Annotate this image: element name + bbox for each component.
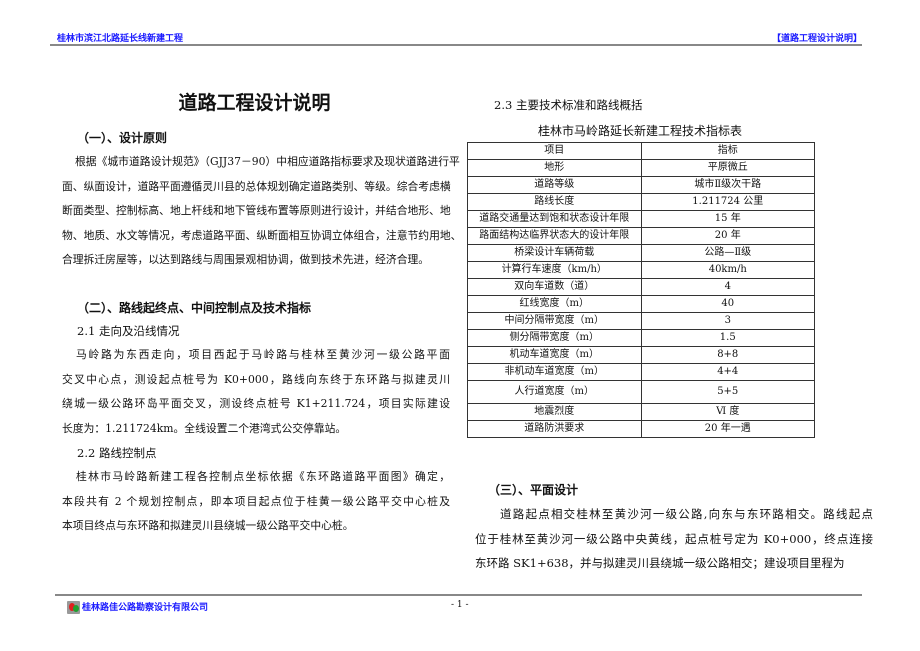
page-number: - 1 - [451,600,469,610]
header-section: 【道路工程设计说明】 [771,34,862,44]
table-row: 机动车道宽度（m） 8+8 [467,346,815,364]
table-row: 路线长度 1.211724 公里 [467,193,815,211]
table-row: 红线宽度（m） 40 [467,295,815,313]
item-cell: 双向车道数（道） [467,278,642,296]
item-cell: 中间分隔带宽度（m） [467,312,642,330]
item-cell: 计算行车速度（km/h） [467,261,642,279]
text-line: 位于桂林至黄沙河一级公路中央黄线，起点桩号定为 K0+000，终点连接 [475,531,873,546]
table-row: 道路等级 城市Ⅱ级次干路 [467,176,815,194]
item-cell: 路面结构达临界状态大的设计年限 [467,227,642,245]
section-3-heading: （三）、平面设计 [488,483,579,497]
item-cell: 桥梁设计车辆荷载 [467,244,642,262]
footer-company: 桂林路佳公路勘察设计有限公司 [82,603,209,613]
section-1-heading: （一）、设计原则 [77,131,168,145]
table-row: 桥梁设计车辆荷载 公路—Ⅱ级 [467,244,815,262]
item-cell: 项目 [467,142,642,160]
value-cell: 城市Ⅱ级次干路 [640,176,815,194]
value-cell: 8+8 [640,346,815,364]
value-cell: 20 年一遇 [640,420,815,438]
header-project: 桂林市滨江北路延长线新建工程 [57,34,184,44]
table-row: 侧分隔带宽度（m） 1.5 [467,329,815,347]
value-cell: 4+4 [640,363,815,381]
section-2-1-heading: 2.1 走向及沿线情况 [77,324,180,338]
text-line: 东环路 SK1+638，并与拟建灵川县绕城一级公路相交；建设项目里程为 [475,556,845,571]
section-2-2-heading: 2.2 路线控制点 [77,446,157,460]
value-cell: 4 [640,278,815,296]
item-cell: 侧分隔带宽度（m） [467,329,642,347]
item-cell: 机动车道宽度（m） [467,346,642,364]
header-rule [50,44,862,46]
text-line: 本段共有 2 个规划控制点，即本项目起点位于桂黄一级公路平交中心桩及 [62,494,450,508]
text-line: 根据《城市道路设计规范》（GJJ37－90）中相应道路指标要求及现状道路进行平 [75,155,460,168]
table-row: 道路防洪要求 20 年一遇 [467,420,815,438]
table-row: 地震烈度 Ⅵ 度 [467,403,815,421]
item-cell: 路线长度 [467,193,642,211]
value-cell: Ⅵ 度 [640,403,815,421]
table-row: 地形 平原微丘 [467,159,815,177]
item-cell: 道路防洪要求 [467,420,642,438]
text-line: 物、地质、水文等情况，考虑道路平面、纵断面相互协调立体组合，注意节约用地、 [62,228,462,242]
value-cell: 平原微丘 [640,159,815,177]
value-cell: 3 [640,312,815,330]
value-cell: 公路—Ⅱ级 [640,244,815,262]
item-cell: 地震烈度 [467,403,642,421]
table-header-row: 项目 指标 [467,142,815,160]
section-2-heading: （二）、路线起终点、中间控制点及技术指标 [77,301,312,315]
table-row: 道路交通量达到饱和状态设计年限 15 年 [467,210,815,228]
table-title: 桂林市马岭路延长新建工程技术指标表 [538,124,743,138]
value-cell: 40km/h [640,261,815,279]
item-cell: 红线宽度（m） [467,295,642,313]
value-cell: 5+5 [640,380,815,404]
text-line: 桂林市马岭路新建工程各控制点坐标依据《东环路道路平面图》确定， [76,470,450,483]
text-line: 本项目终点与东环路和拟建灵川县绕城一级公路平交中心桩。 [62,519,354,533]
item-cell: 道路等级 [467,176,642,194]
item-cell: 非机动车道宽度（m） [467,363,642,381]
text-line: 交叉中心点，测设起点桩号为 K0+000，路线向东终于东环路与拟建灵川 [62,372,450,386]
table-row: 计算行车速度（km/h） 40km/h [467,261,815,279]
text-line: 长度为：1.211724km。全线设置二个港湾式公交停靠站。 [62,421,347,435]
text-line: 道路起点相交桂林至黄沙河一级公路,向东与东环路相交。路线起点 [500,507,873,521]
item-cell: 道路交通量达到饱和状态设计年限 [467,210,642,228]
company-logo-icon [67,599,80,618]
page-title: 道路工程设计说明 [178,92,331,114]
item-cell: 人行道宽度（m） [467,380,642,404]
value-cell: 20 年 [640,227,815,245]
value-cell: 15 年 [640,210,815,228]
value-cell: 40 [640,295,815,313]
value-cell: 1.211724 公里 [640,193,815,211]
footer-rule [55,594,862,596]
table-row: 人行道宽度（m） 5+5 [467,380,815,404]
text-line: 马岭路为东西走向，项目西起于马岭路与桂林至黄沙河一级公路平面 [76,348,450,361]
text-line: 合理拆迁房屋等，以达到路线与周围景观相协调，做到技术先进，经济合理。 [62,253,430,267]
table-row: 路面结构达临界状态大的设计年限 20 年 [467,227,815,245]
value-cell: 1.5 [640,329,815,347]
text-line: 断面类型、控制标高、地上杆线和地下管线布置等原则进行设计，并结合地形、地 [62,204,451,218]
table-row: 中间分隔带宽度（m） 3 [467,312,815,330]
tech-index-table: 项目 指标 地形 平原微丘 道路等级 城市Ⅱ级次干路 路线长度 1.211724 公里 道路交通… [467,142,815,438]
item-cell: 地形 [467,159,642,177]
value-cell: 指标 [640,142,815,160]
table-row: 双向车道数（道） 4 [467,278,815,296]
section-2-3-heading: 2.3 主要技术标准和路线概括 [494,98,643,112]
table-row: 非机动车道宽度（m） 4+4 [467,363,815,381]
text-line: 面、纵面设计，道路平面遵循灵川县的总体规划确定道路类别、等级。综合考虑横 [62,179,451,193]
text-line: 绕城一级公路环岛平面交叉，测设终点桩号 K1+211.724，项目实际建设 [62,397,450,411]
